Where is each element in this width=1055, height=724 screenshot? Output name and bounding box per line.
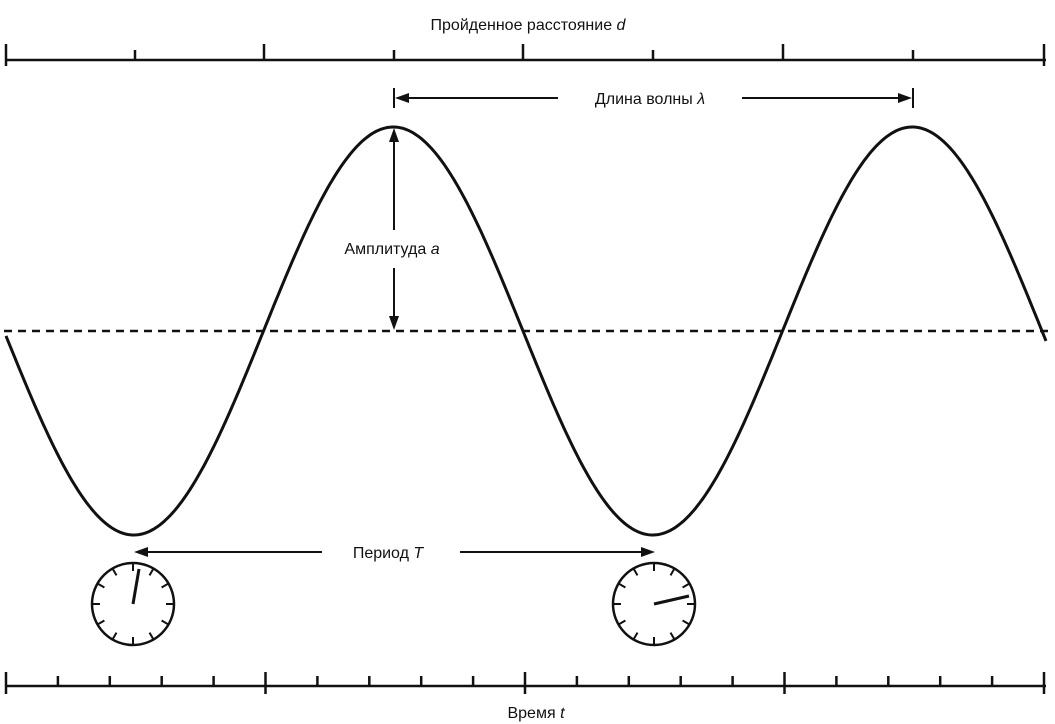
clock-tick bbox=[682, 582, 691, 589]
clock-tick bbox=[161, 582, 170, 589]
clock-tick bbox=[669, 567, 676, 576]
time-axis-title: Время t bbox=[507, 705, 565, 722]
clock-tick bbox=[148, 632, 155, 641]
distance-axis bbox=[4, 44, 1046, 66]
clock-tick bbox=[669, 632, 676, 641]
sine-wave bbox=[4, 125, 1048, 537]
amplitude-label: Амплитуда a bbox=[344, 241, 439, 258]
clock-tick bbox=[96, 619, 105, 626]
wavelength-label: Длина волны λ bbox=[595, 91, 705, 108]
clock-tick bbox=[617, 619, 626, 626]
distance-axis-ticks bbox=[4, 44, 1046, 66]
time-axis-ticks bbox=[4, 672, 1046, 694]
clock-tick bbox=[617, 582, 626, 589]
clock-tick bbox=[161, 619, 170, 626]
clock-tick bbox=[111, 567, 118, 576]
clock-tick bbox=[682, 619, 691, 626]
clock-tick bbox=[96, 582, 105, 589]
clock-icon bbox=[90, 561, 176, 647]
wavelength-arrow bbox=[393, 88, 914, 108]
time-axis bbox=[4, 672, 1046, 694]
clock-icon bbox=[611, 561, 697, 647]
clock-tick bbox=[632, 632, 639, 641]
distance-axis-title: Пройденное расстояние d bbox=[431, 17, 627, 34]
clock-hand bbox=[653, 594, 690, 606]
clock-tick bbox=[148, 567, 155, 576]
period-label: Период T bbox=[353, 545, 425, 562]
clock-tick bbox=[111, 632, 118, 641]
clock-hand bbox=[131, 568, 141, 605]
period-arrow bbox=[134, 547, 655, 557]
amplitude-arrow bbox=[389, 128, 399, 330]
clock-tick bbox=[632, 567, 639, 576]
